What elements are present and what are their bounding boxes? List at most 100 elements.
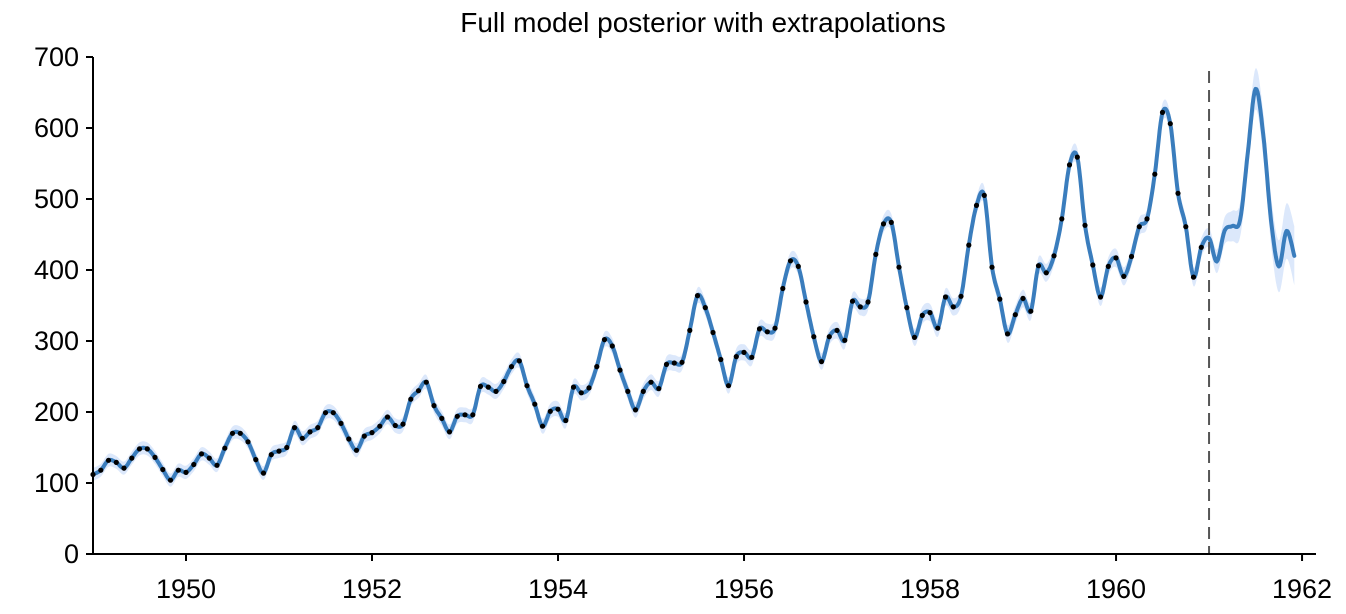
data-point <box>1020 295 1026 301</box>
data-point <box>656 386 662 392</box>
data-point <box>942 294 949 300</box>
data-point <box>896 264 902 270</box>
data-point <box>1152 171 1158 177</box>
data-point <box>1097 294 1104 300</box>
data-point <box>183 469 189 475</box>
data-point <box>477 383 484 389</box>
data-point <box>1035 263 1042 269</box>
data-point <box>911 334 918 340</box>
data-point <box>935 325 941 331</box>
data-point <box>756 326 763 332</box>
data-point <box>842 337 848 343</box>
data-point <box>648 379 654 385</box>
data-point <box>1175 190 1181 196</box>
data-point <box>462 412 468 418</box>
series-line-mean <box>91 86 1297 483</box>
data-point <box>167 477 174 483</box>
data-point <box>733 354 739 360</box>
data-point <box>663 361 670 367</box>
data-point <box>710 329 716 336</box>
data-point <box>1028 308 1034 314</box>
data-point <box>361 433 367 439</box>
data-point <box>966 242 972 248</box>
posterior-mean-line <box>91 86 1297 483</box>
data-point <box>555 406 561 412</box>
data-point <box>1183 224 1189 230</box>
data-point <box>741 349 747 355</box>
data-point <box>1136 224 1142 230</box>
data-point <box>284 444 290 451</box>
data-point <box>749 354 755 360</box>
data-point <box>206 455 212 461</box>
data-point <box>772 325 778 331</box>
data-point <box>811 334 817 340</box>
y-tick-label: 100 <box>34 468 79 498</box>
data-point <box>392 422 398 429</box>
data-point <box>1066 162 1073 168</box>
data-point <box>1105 263 1111 269</box>
data-point <box>1167 121 1173 127</box>
data-point <box>919 312 925 318</box>
data-point <box>439 415 445 421</box>
data-point <box>981 192 987 198</box>
data-point <box>958 293 964 299</box>
data-point <box>129 455 135 461</box>
data-point <box>780 285 786 292</box>
data-point <box>175 467 181 473</box>
data-point <box>865 299 871 305</box>
data-point <box>702 305 708 311</box>
data-point <box>694 293 701 299</box>
data-point <box>532 401 538 407</box>
data-point <box>229 430 236 436</box>
data-point <box>1090 262 1096 268</box>
x-tick-label: 1954 <box>528 574 588 604</box>
data-point <box>1004 331 1011 337</box>
data-point <box>989 264 995 270</box>
data-point <box>98 467 104 473</box>
data-point <box>276 448 282 454</box>
data-point <box>369 430 375 436</box>
data-point <box>632 407 639 413</box>
data-point <box>508 364 515 370</box>
data-point <box>570 384 577 390</box>
data-point <box>826 334 832 340</box>
data-point <box>191 461 197 468</box>
data-point <box>1113 255 1119 261</box>
data-point <box>601 337 608 343</box>
data-point <box>222 445 228 451</box>
y-tick-label: 200 <box>34 397 79 427</box>
data-point <box>121 465 127 471</box>
data-point <box>888 219 894 225</box>
data-point <box>1043 270 1049 276</box>
data-point <box>144 446 150 452</box>
data-point <box>973 202 980 208</box>
uncertainty-band-area <box>93 68 1295 487</box>
data-point <box>1159 109 1166 115</box>
chart-title: Full model posterior with extrapolations <box>460 7 946 38</box>
data-point <box>1144 216 1150 222</box>
data-point <box>764 329 770 335</box>
data-point <box>1190 274 1197 280</box>
y-tick-label: 700 <box>34 42 79 72</box>
data-point <box>609 343 615 349</box>
data-point <box>400 421 406 427</box>
data-point <box>927 310 933 316</box>
data-point <box>516 358 522 364</box>
x-tick-label: 1960 <box>1086 574 1146 604</box>
data-point <box>307 429 313 435</box>
data-point <box>997 296 1003 302</box>
data-point <box>950 304 956 310</box>
data-point <box>245 439 251 445</box>
y-tick-label: 300 <box>34 326 79 356</box>
x-tick-label: 1958 <box>900 574 960 604</box>
x-tick-label: 1952 <box>342 574 402 604</box>
data-point <box>105 457 112 463</box>
data-point <box>330 410 336 416</box>
data-point <box>857 304 863 310</box>
data-point <box>834 327 840 333</box>
data-point <box>152 454 158 460</box>
observed-points <box>90 109 1204 483</box>
data-point <box>904 305 910 311</box>
data-point <box>787 258 794 264</box>
